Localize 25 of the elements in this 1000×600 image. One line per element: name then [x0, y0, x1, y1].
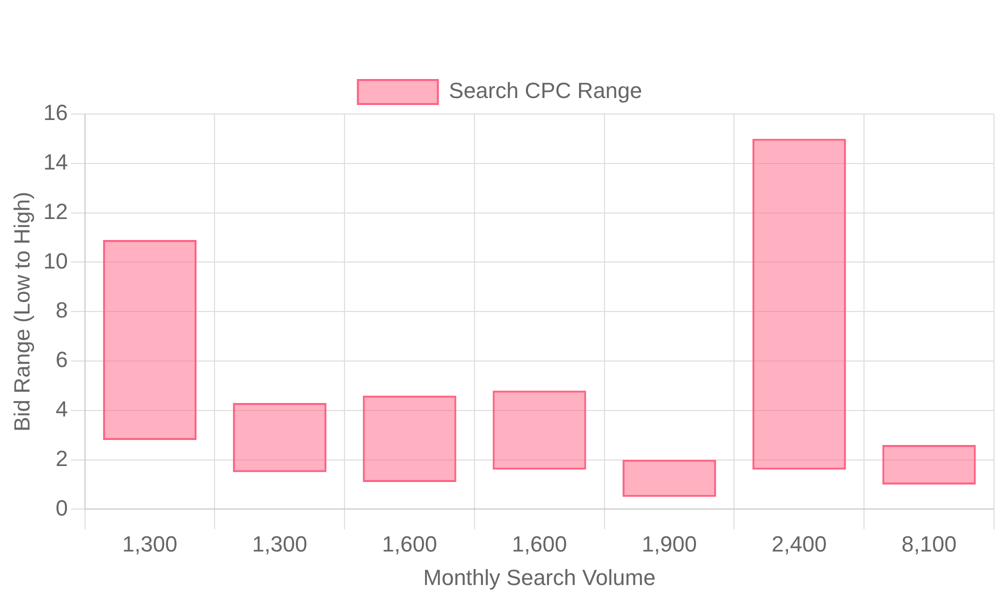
x-tick-label: 2,400 — [772, 531, 827, 556]
x-tick-label: 1,900 — [642, 531, 697, 556]
bar — [362, 396, 456, 482]
y-tick-label: 14 — [43, 149, 68, 174]
x-tick-label: 1,600 — [512, 531, 567, 556]
y-tick-label: 4 — [56, 396, 68, 422]
y-tick-label: 10 — [43, 248, 68, 274]
x-tick-label: 1,300 — [122, 531, 178, 556]
y-tick-label: 0 — [56, 495, 68, 520]
bar — [882, 444, 976, 484]
y-tick-label: 6 — [56, 347, 68, 372]
x-tick-label: 1,300 — [252, 531, 308, 556]
x-axis-title: Monthly Search Volume — [423, 564, 656, 590]
bar — [232, 402, 326, 472]
y-tick-label: 8 — [56, 298, 68, 323]
y-tick-label: 2 — [56, 446, 68, 471]
x-tick-label: 8,100 — [902, 531, 957, 556]
bar — [622, 460, 716, 497]
legend-label: Search CPC Range — [448, 78, 642, 104]
y-axis-title: Bid Range (Low to High) — [9, 192, 34, 432]
y-tick-label: 16 — [43, 100, 68, 126]
bar — [492, 390, 586, 470]
x-tick-label: 1,600 — [382, 531, 438, 556]
y-tick-label: 12 — [43, 198, 68, 224]
bar — [103, 240, 197, 440]
